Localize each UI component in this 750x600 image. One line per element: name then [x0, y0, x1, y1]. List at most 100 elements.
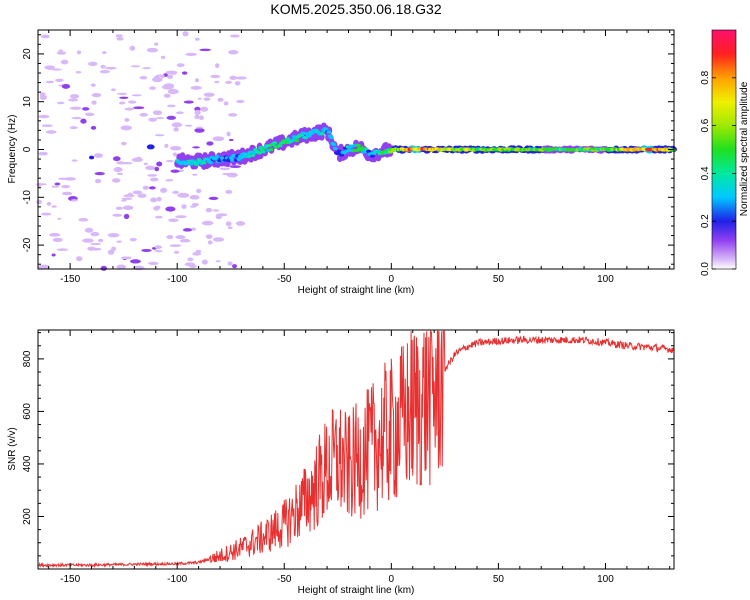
noise-blob	[111, 246, 117, 252]
noise-blob	[232, 264, 238, 269]
noise-blob	[235, 76, 247, 80]
colorbar-tick-label: 0.8	[700, 70, 711, 84]
noise-blob	[141, 248, 152, 252]
noise-blob	[146, 144, 155, 150]
noise-blob	[91, 93, 102, 98]
noise-blob	[129, 237, 137, 242]
ridge-core	[246, 154, 252, 158]
noise-blob	[195, 249, 202, 253]
noise-blob	[156, 161, 163, 167]
spectrogram-x-ticks: -150 -100 -50 0 50 100	[48, 30, 671, 285]
noise-blob	[133, 106, 145, 110]
noise-blob	[182, 228, 192, 232]
noise-blob	[148, 186, 156, 190]
noise-blob	[142, 185, 149, 190]
noise-blob	[228, 138, 234, 142]
noise-blob	[207, 240, 213, 245]
noise-blob	[203, 97, 211, 101]
y-tick-label: 10	[22, 96, 33, 108]
y-tick-label: 0	[22, 146, 33, 152]
ridge-core	[326, 130, 332, 134]
noise-blob	[115, 34, 123, 38]
noise-blob	[199, 48, 212, 52]
colorbar-tick-label: 0.4	[700, 166, 711, 180]
noise-blob	[137, 193, 147, 198]
noise-blob	[236, 99, 245, 104]
noise-blob	[205, 207, 213, 213]
figure-title: KOM5.2025.350.06.18.G32	[270, 1, 441, 17]
colorbar-tick-label: 0.2	[700, 214, 711, 228]
colorbar-gradient	[711, 29, 737, 270]
spectrogram-y-ticks: 20 10 0 -10 -20	[22, 34, 674, 265]
ridge-core	[346, 148, 352, 153]
noise-blob	[175, 215, 187, 219]
noise-blob	[155, 205, 161, 209]
noise-blob	[205, 234, 213, 240]
ridge-core	[268, 147, 274, 152]
x-tick-label: 0	[389, 574, 395, 585]
noise-blob	[197, 97, 202, 100]
noise-blob	[194, 128, 205, 133]
noise-blob	[82, 238, 94, 243]
snr-x-axis-label: Height of straight line (km)	[298, 585, 415, 596]
noise-blob	[113, 167, 123, 173]
noise-blob	[132, 190, 143, 195]
noise-blob	[228, 49, 239, 55]
noise-blob	[121, 199, 127, 202]
ridge-core	[331, 142, 337, 147]
noise-blob	[80, 118, 87, 124]
noise-blob	[230, 34, 240, 38]
noise-blob	[40, 212, 52, 216]
ridge-core	[239, 156, 244, 160]
noise-blob	[111, 178, 121, 183]
noise-blob	[212, 209, 220, 212]
y-tick-label: -10	[22, 190, 33, 205]
x-tick-label: -50	[277, 574, 292, 585]
noise-blob	[129, 45, 136, 51]
noise-blob	[172, 190, 180, 194]
noise-blob	[61, 184, 71, 189]
noise-blob	[172, 152, 178, 157]
noise-blob	[120, 125, 132, 131]
noise-blob	[38, 151, 49, 156]
noise-blob	[49, 233, 61, 237]
noise-blob	[58, 49, 63, 52]
ridge-core	[257, 151, 262, 155]
noise-blob	[227, 261, 233, 266]
noise-blob	[214, 80, 220, 84]
noise-blob	[76, 50, 82, 55]
noise-blob	[192, 251, 202, 256]
x-tick-label: 0	[389, 274, 395, 285]
noise-blob	[71, 159, 78, 162]
x-tick-label: -100	[167, 274, 187, 285]
colorbar-ticks: 0.0 0.2 0.4 0.6 0.8	[700, 70, 736, 276]
x-tick-label: -50	[277, 274, 292, 285]
noise-blob	[123, 194, 135, 198]
noise-blob	[225, 221, 232, 227]
noise-blob	[175, 111, 184, 115]
noise-blob	[124, 107, 135, 111]
noise-blob	[165, 206, 176, 212]
noise-blob	[175, 235, 186, 240]
noise-blob	[148, 261, 159, 265]
x-tick-label: 50	[493, 574, 505, 585]
noise-blob	[71, 117, 83, 120]
noise-blob	[154, 42, 159, 46]
ridge-core	[208, 161, 213, 165]
noise-blob	[46, 201, 52, 206]
noise-blob	[94, 171, 105, 176]
snr-y-axis-label: SNR (v/v)	[7, 427, 18, 470]
noise-blob	[122, 205, 134, 211]
noise-blob	[163, 93, 171, 98]
noise-blob	[120, 141, 127, 146]
x-tick-label: 100	[597, 574, 614, 585]
noise-blob	[69, 94, 80, 99]
noise-blob	[127, 100, 137, 104]
noise-blob	[167, 88, 179, 95]
y-tick-label: 400	[22, 455, 33, 472]
noise-blob	[57, 217, 62, 220]
noise-blob	[116, 240, 122, 243]
ridge-core	[241, 152, 247, 156]
noise-blob	[147, 174, 158, 177]
